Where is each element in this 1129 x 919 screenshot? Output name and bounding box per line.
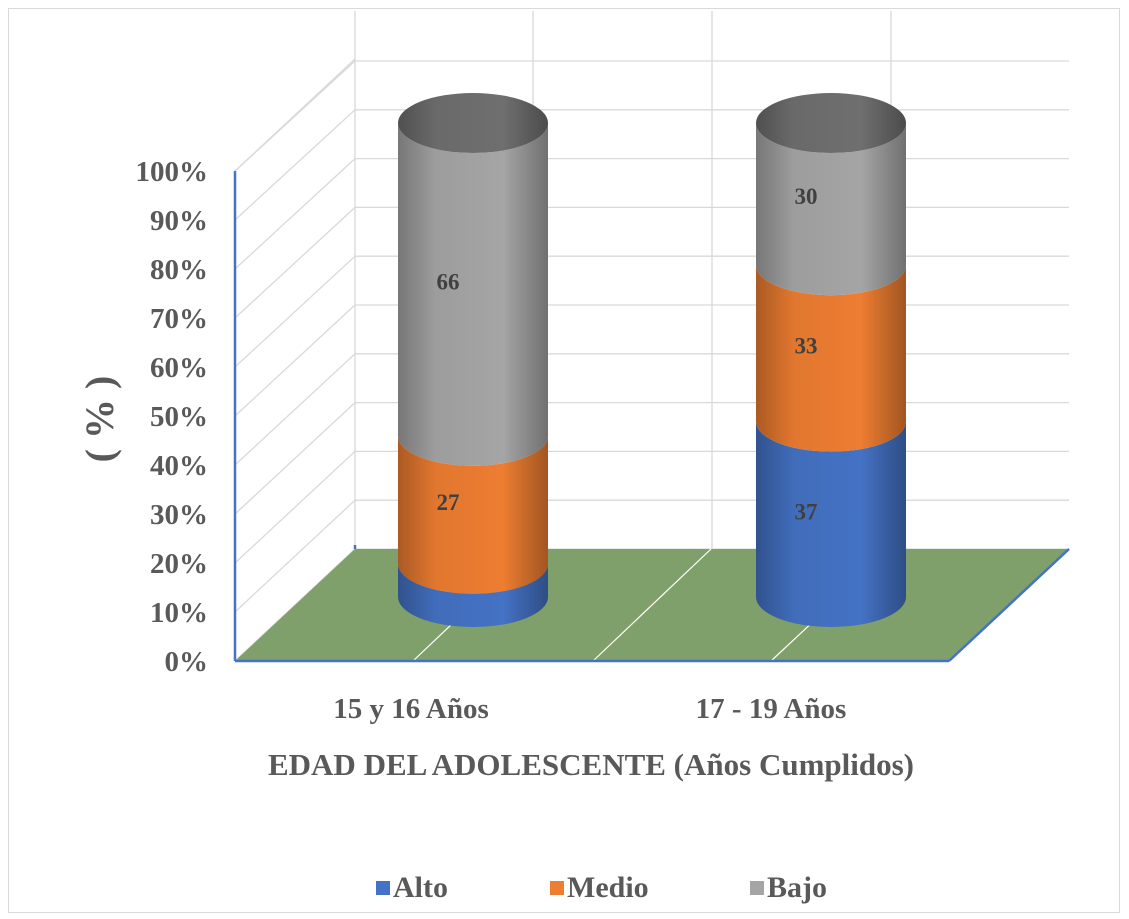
y-axis-title: ( % ) [77, 376, 122, 463]
bar-segment-shading [398, 123, 548, 466]
side-gridline [234, 255, 356, 368]
legend-label: Bajo [767, 871, 827, 904]
y-tick-label: 70% [150, 303, 208, 335]
data-label: 66 [437, 269, 460, 294]
legend-swatch [750, 881, 764, 895]
cylinder-top-cap-shading [398, 93, 548, 153]
legend-item-alto: Alto [376, 871, 448, 904]
floor-line [592, 548, 712, 662]
side-gridline [234, 353, 356, 466]
x-tick-label: 17 - 19 Años [696, 693, 847, 725]
y-tick-label: 100% [136, 156, 209, 188]
bar-segment-shading [756, 265, 906, 452]
side-gridline [234, 450, 356, 564]
chart-frame: 72766373330 0%10%20%30%40%50%60%70%80%90… [8, 8, 1120, 913]
bars: 72766373330 [398, 93, 906, 627]
side-gridline [234, 109, 356, 221]
y-tick-label: 40% [150, 450, 208, 482]
y-tick-label: 30% [150, 499, 208, 531]
side-wall-top [234, 58, 356, 172]
side-gridline [234, 402, 356, 515]
bar-segment-shading [398, 435, 548, 594]
y-tick-label: 0% [165, 646, 209, 678]
x-tick-label: 15 y 16 Años [333, 693, 489, 725]
legend: Alto Medio Bajo [376, 871, 827, 904]
y-tick-label: 80% [150, 254, 208, 286]
x-axis-title: EDAD DEL ADOLESCENTE (Años Cumplidos) [268, 747, 914, 782]
data-label: 30 [795, 184, 818, 209]
x-tick-labels: 15 y 16 Años 17 - 19 Años [333, 693, 846, 725]
y-tick-label: 90% [150, 205, 208, 237]
stacked-cylinder-chart: 72766373330 0%10%20%30%40%50%60%70%80%90… [77, 11, 1070, 904]
cylinder-bar: 72766 [398, 93, 548, 627]
cylinder-top-cap-shading [756, 93, 906, 153]
data-label: 33 [795, 333, 818, 358]
y-tick-label: 20% [150, 548, 208, 580]
legend-label: Medio [567, 871, 649, 904]
side-gridline [234, 304, 356, 417]
cylinder-bar: 37 33 30 [756, 93, 906, 627]
legend-item-medio: Medio [550, 871, 649, 904]
side-gridline [234, 206, 356, 319]
floor-right-edge [948, 548, 1070, 662]
legend-label: Alto [393, 871, 448, 904]
legend-item-bajo: Bajo [750, 871, 827, 904]
data-label: 27 [437, 490, 460, 515]
y-tick-labels: 0% 10% 20% 30% 40% 50% 60% 70% 80% 90% 100% [136, 156, 209, 678]
bar-segment-shading [398, 563, 548, 627]
legend-swatch [376, 881, 390, 895]
chart-floor [233, 171, 1070, 663]
y-tick-label: 60% [150, 352, 208, 384]
y-tick-label: 50% [150, 401, 208, 433]
y-tick-label: 10% [150, 597, 208, 629]
side-gridline [234, 158, 356, 270]
bar-segment-shading [756, 123, 906, 296]
bar-segment-shading [756, 421, 906, 627]
data-label: 37 [795, 499, 818, 524]
legend-swatch [550, 881, 564, 895]
side-gridline [234, 499, 356, 613]
